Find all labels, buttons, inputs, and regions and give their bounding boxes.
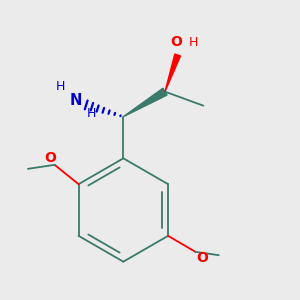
Text: O: O [45, 151, 56, 165]
Text: H: H [87, 107, 96, 120]
Text: H: H [189, 36, 198, 49]
Text: N: N [70, 93, 82, 108]
Polygon shape [165, 54, 181, 92]
Text: O: O [196, 251, 208, 265]
Text: H: H [56, 80, 65, 93]
Polygon shape [123, 88, 167, 117]
Text: O: O [170, 35, 182, 49]
